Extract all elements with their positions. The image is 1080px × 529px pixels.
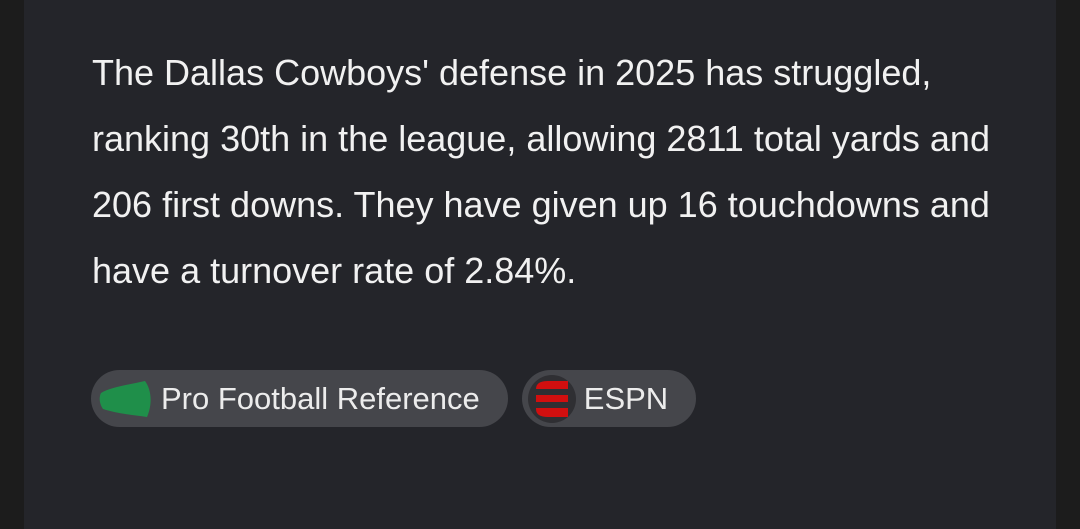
source-chip-espn[interactable]: ESPN bbox=[521, 370, 697, 427]
source-chips: Pro Football Reference ESPN bbox=[91, 370, 697, 427]
source-chip-label: Pro Football Reference bbox=[161, 380, 480, 416]
answer-text: The Dallas Cowboys' defense in 2025 has … bbox=[92, 52, 990, 291]
source-chip-label: ESPN bbox=[583, 380, 669, 416]
source-chip-pro-football-reference[interactable]: Pro Football Reference bbox=[91, 370, 508, 427]
answer-card bbox=[24, 0, 1056, 529]
pfr-logo-icon bbox=[99, 380, 151, 417]
espn-logo-icon bbox=[527, 374, 576, 423]
